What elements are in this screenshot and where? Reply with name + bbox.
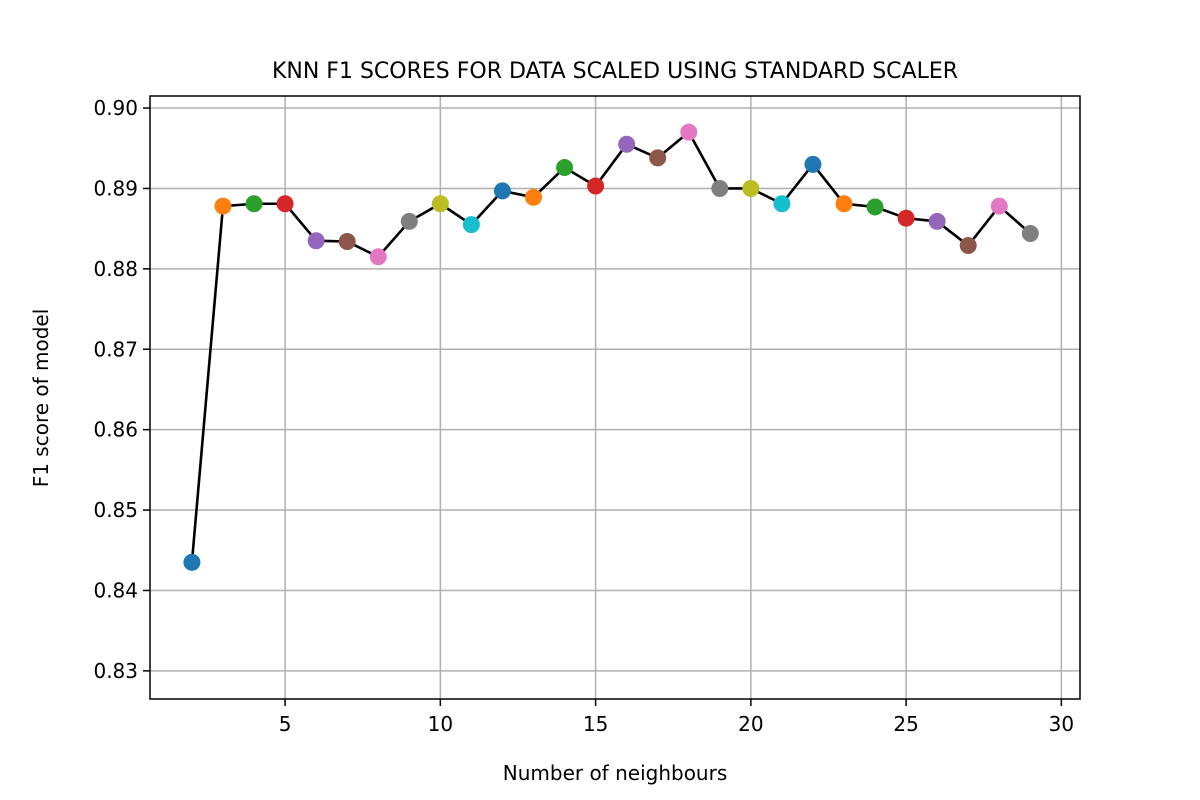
data-point [742,179,760,197]
data-point [928,212,946,230]
data-point [835,195,853,213]
data-point [990,197,1008,215]
data-point [897,209,915,227]
data-point [338,233,356,251]
data-point [649,149,667,167]
x-tick-label: 10 [428,712,453,736]
data-point [587,177,605,195]
grid [150,96,1080,699]
y-axis-label: F1 score of model [29,309,53,488]
data-point [493,182,511,200]
data-point [711,179,729,197]
data-point [618,135,636,153]
data-point [369,248,387,266]
data-point [214,197,232,215]
data-point [773,195,791,213]
plot-frame [149,95,1081,700]
data-point [556,159,574,177]
data-point [245,195,263,213]
data-point [462,216,480,234]
y-tick-label: 0.89 [93,176,138,200]
y-tick-label: 0.85 [93,498,138,522]
data-point [804,155,822,173]
y-tick-label: 0.87 [93,337,138,361]
chart-title: KNN F1 SCORES FOR DATA SCALED USING STAN… [272,59,958,84]
data-point [276,195,294,213]
x-tick-label: 30 [1049,712,1074,736]
data-point [524,188,542,206]
x-tick-label: 5 [279,712,292,736]
y-tick-label: 0.84 [93,578,138,602]
x-tick-label: 20 [738,712,763,736]
data-point [307,232,325,250]
series-line [190,130,1032,563]
data-point [1021,224,1039,242]
axis-ticks: 5 10 15 20 25 30 0.83 0.84 0.85 0.86 0.87 0.88 0.89 0… [93,96,1074,736]
y-tick-label: 0.90 [93,96,138,120]
data-point [183,553,201,571]
y-tick-label: 0.86 [93,418,138,442]
y-tick-label: 0.88 [93,257,138,281]
data-point [866,198,884,216]
y-tick-label: 0.83 [93,659,138,683]
data-point [400,212,418,230]
x-tick-label: 25 [893,712,918,736]
series-line-layer [190,130,1032,563]
x-axis-label: Number of neighbours [503,761,728,785]
x-tick-label: 15 [583,712,608,736]
data-point [680,123,698,141]
data-point [431,195,449,213]
data-point [959,237,977,255]
data-points [183,123,1039,571]
